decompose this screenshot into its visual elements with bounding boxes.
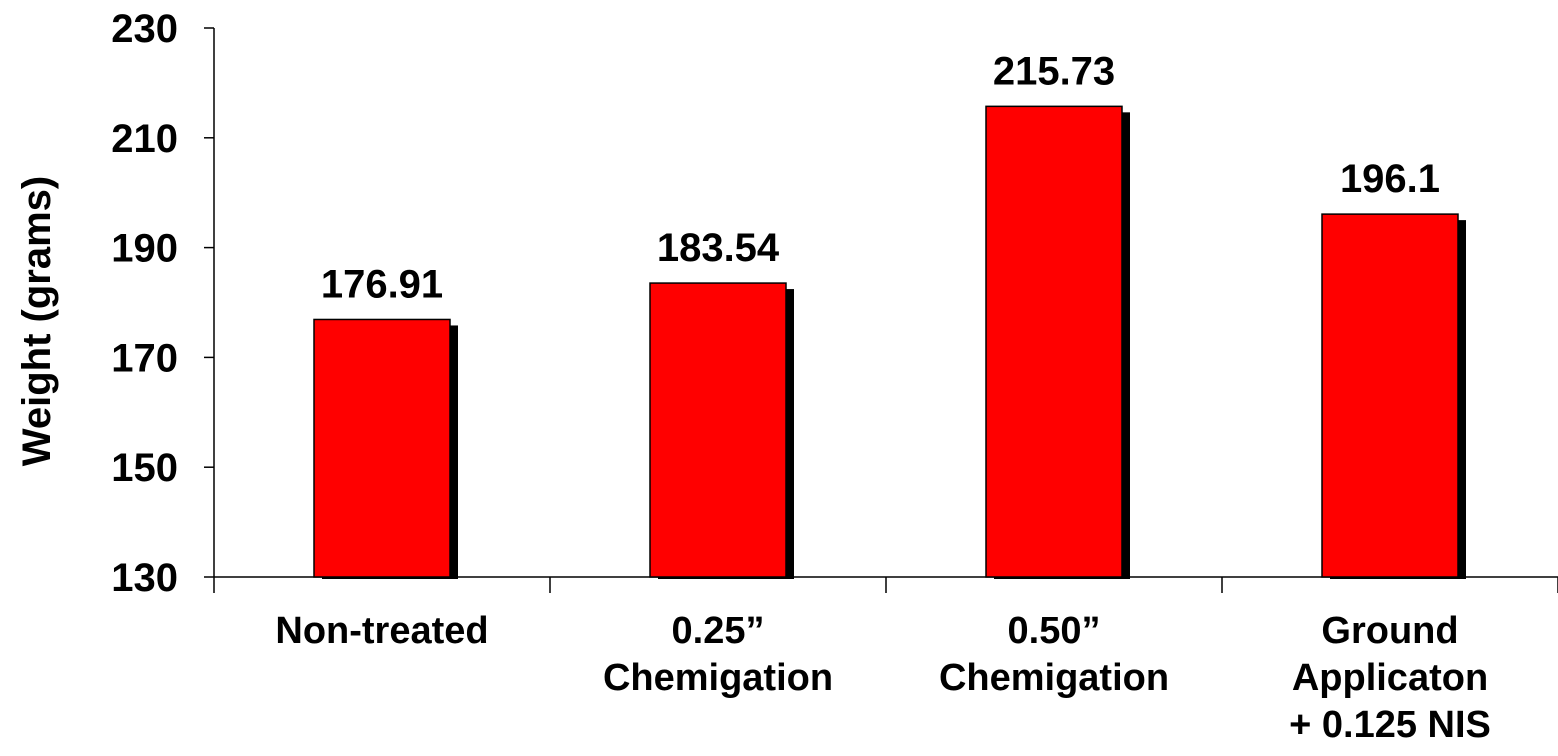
y-axis-title: Weight (grams) — [15, 176, 59, 466]
x-category-label: 0.50” — [1008, 610, 1101, 652]
bar — [1321, 213, 1459, 578]
x-category-label: Applicaton — [1292, 657, 1488, 699]
category-labels: Non-treated 0.25” Chemigation 0.50” Chemigat… — [275, 610, 1490, 746]
data-label: 215.73 — [993, 49, 1115, 93]
x-category-label: Non-treated — [275, 610, 488, 652]
x-axis — [213, 576, 1558, 593]
data-label: 176.91 — [321, 262, 443, 306]
bar — [985, 105, 1123, 578]
x-category-label: + 0.125 NIS — [1289, 704, 1491, 746]
data-label: 183.54 — [657, 226, 780, 270]
bar — [649, 282, 787, 578]
y-tick-label: 210 — [111, 117, 178, 161]
x-category-label: Ground — [1321, 610, 1458, 652]
bar — [313, 318, 451, 578]
y-tick-label: 190 — [111, 227, 178, 271]
y-tick-label: 230 — [111, 7, 178, 51]
data-labels: 176.91 183.54 215.73 196.1 — [321, 49, 1440, 306]
y-axis: 130 150 170 190 210 230 — [111, 7, 215, 600]
y-tick-label: 170 — [111, 336, 178, 380]
x-category-label: Chemigation — [603, 657, 833, 699]
y-tick-label: 150 — [111, 446, 178, 490]
bars — [313, 105, 1466, 580]
y-tick-label: 130 — [111, 556, 178, 600]
x-category-label: 0.25” — [672, 610, 765, 652]
data-label: 196.1 — [1340, 157, 1440, 201]
x-category-label: Chemigation — [939, 657, 1169, 699]
